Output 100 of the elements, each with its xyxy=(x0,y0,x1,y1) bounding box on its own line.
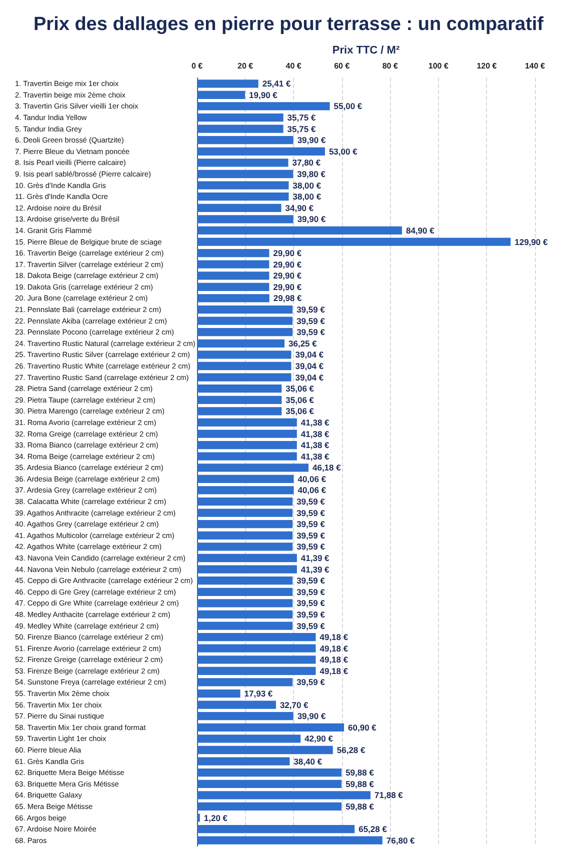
data-label: 59,88 € xyxy=(346,778,374,789)
data-label: 60,90 € xyxy=(348,722,377,732)
bar xyxy=(197,814,200,822)
bar xyxy=(197,632,316,642)
data-label: 35,06 € xyxy=(286,384,314,394)
data-label: 29,90 € xyxy=(273,270,302,281)
data-label: 46,18 € xyxy=(312,462,342,473)
data-label: 40,06 € xyxy=(298,485,326,496)
bar xyxy=(197,80,258,88)
data-label: 17,93 € xyxy=(244,688,273,699)
data-label: 39,59 € xyxy=(296,609,326,620)
x-tick-label: 60 € xyxy=(334,62,350,70)
bar xyxy=(197,226,402,235)
bar xyxy=(197,407,282,416)
bar xyxy=(197,666,316,676)
bar xyxy=(197,712,294,720)
bar xyxy=(197,384,282,393)
bar xyxy=(197,260,270,268)
bar xyxy=(197,542,293,551)
bar xyxy=(197,113,284,122)
data-label: 39,59 € xyxy=(296,586,326,597)
data-label: 76,80 € xyxy=(386,835,416,846)
bar xyxy=(197,497,293,506)
data-label: 37,80 € xyxy=(292,158,321,168)
bar xyxy=(197,350,292,359)
bar xyxy=(197,588,293,596)
data-label: 19,90 € xyxy=(249,90,278,100)
bar xyxy=(197,768,342,777)
bar xyxy=(197,418,297,427)
data-label: 39,59 € xyxy=(296,677,326,688)
data-label: 39,90 € xyxy=(297,214,326,224)
bar xyxy=(197,396,282,404)
bar xyxy=(197,440,297,450)
data-label: 39,59 € xyxy=(296,508,326,518)
bar xyxy=(197,181,289,190)
bar xyxy=(197,622,293,630)
bar xyxy=(197,734,301,743)
bar xyxy=(197,824,355,834)
bar xyxy=(197,644,316,652)
bar xyxy=(197,248,270,258)
bar xyxy=(197,700,276,709)
data-label: 129,90 € xyxy=(514,236,548,247)
bar xyxy=(197,554,297,562)
data-label: 32,70 € xyxy=(280,700,309,710)
x-axis-title: Prix TTC / M² xyxy=(332,44,400,56)
data-label: 38,00 € xyxy=(292,180,322,190)
bar xyxy=(197,136,294,144)
data-label: 39,59 € xyxy=(296,519,326,530)
x-tick-label: 40 € xyxy=(286,62,302,70)
bar xyxy=(197,474,294,484)
data-label: 39,59 € xyxy=(296,598,326,608)
data-label: 39,59 € xyxy=(296,542,326,552)
bar xyxy=(197,531,293,540)
data-label: 35,06 € xyxy=(286,406,314,416)
bar xyxy=(197,170,294,178)
data-label: 38,40 € xyxy=(294,756,322,766)
x-tick-label: 120 € xyxy=(476,62,498,70)
data-label: 71,88 € xyxy=(374,790,404,800)
data-label: 39,04 € xyxy=(295,350,324,360)
data-label: 65,28 € xyxy=(358,824,388,834)
x-tick-label: 0 € xyxy=(191,62,204,70)
data-label: 59,88 € xyxy=(346,768,374,778)
data-label: 53,00 € xyxy=(328,146,358,156)
data-label: 49,18 € xyxy=(320,643,348,654)
data-label: 41,39 € xyxy=(300,553,330,563)
bar xyxy=(197,90,246,100)
bar xyxy=(197,362,292,370)
bar xyxy=(197,452,297,460)
bar xyxy=(197,836,382,844)
data-label: 49,18 € xyxy=(320,666,348,676)
bar xyxy=(197,576,293,585)
data-label: 39,59 € xyxy=(296,530,326,540)
data-label: 29,90 € xyxy=(273,282,302,292)
data-label: 39,59 € xyxy=(296,304,326,315)
bar xyxy=(197,565,297,574)
data-label: 41,39 € xyxy=(300,564,330,574)
bar xyxy=(197,486,294,494)
bar xyxy=(197,272,270,280)
x-tick-label: 100 € xyxy=(428,62,449,70)
bar xyxy=(197,656,316,664)
data-label: 25,41 € xyxy=(262,78,291,89)
data-label: 56,28 € xyxy=(336,745,366,755)
data-label: 29,90 € xyxy=(273,259,302,270)
bar xyxy=(197,282,270,292)
bar xyxy=(197,158,288,167)
data-label: 35,75 € xyxy=(287,112,316,123)
data-label: 39,04 € xyxy=(295,361,324,371)
data-label: 39,59 € xyxy=(296,327,326,338)
data-label: 40,06 € xyxy=(298,474,326,484)
bar xyxy=(197,192,289,201)
bar xyxy=(197,294,270,302)
bar xyxy=(197,599,293,608)
bar xyxy=(197,610,293,619)
data-label: 35,06 € xyxy=(286,394,314,405)
bar xyxy=(197,305,293,314)
data-label: 55,00 € xyxy=(334,101,362,112)
data-label: 59,88 € xyxy=(346,801,374,812)
data-label: 39,90 € xyxy=(297,135,326,146)
data-label: 49,18 € xyxy=(320,632,348,642)
bar xyxy=(197,124,284,133)
